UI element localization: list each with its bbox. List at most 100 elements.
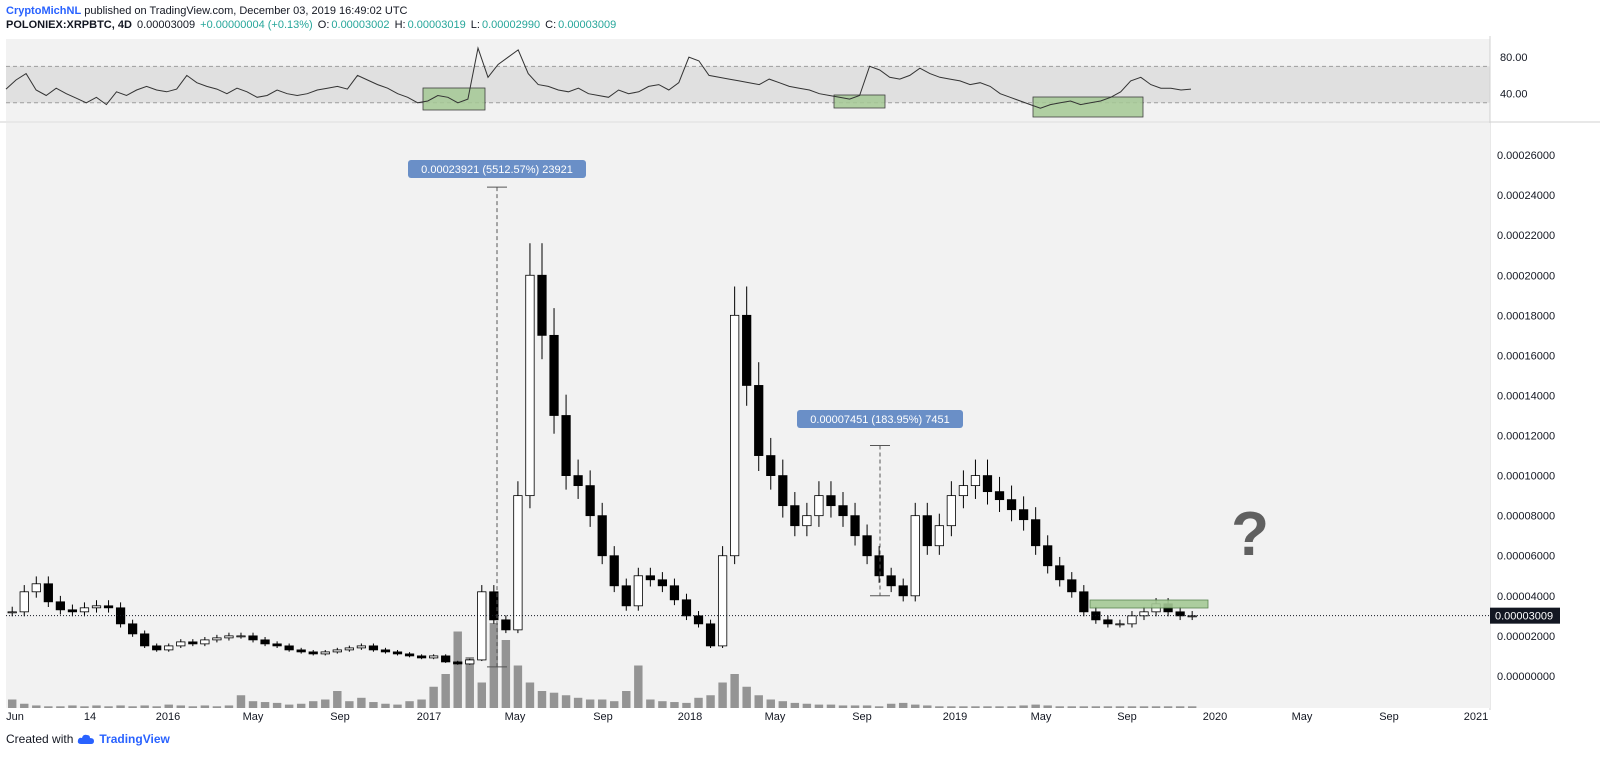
volume-bar [694, 697, 703, 708]
volume-bar [959, 706, 968, 708]
volume-bar [20, 703, 29, 708]
measure-label-bg [797, 410, 963, 428]
created-with-text: Created with [6, 732, 74, 746]
tradingview-brand[interactable]: TradingView [99, 732, 170, 746]
symbol-label[interactable]: POLONIEX:XRPBTC, 4D [6, 19, 132, 31]
author-link[interactable]: CryptoMichNL [6, 5, 82, 17]
candle-body [380, 649, 391, 653]
volume-bar [838, 705, 848, 708]
rsi-highlight-box [1032, 96, 1144, 118]
price-tick-label: 0.00006000 [1497, 551, 1555, 563]
candle-body [561, 415, 571, 477]
volume-bar [1163, 706, 1173, 708]
time-tick-label: 2019 [943, 711, 967, 723]
candle-body [248, 635, 258, 641]
candle-body [1175, 611, 1185, 617]
volume-bar [766, 699, 775, 708]
candle-body [657, 579, 668, 587]
measure-label: 0.00023921 (5512.57%) 23921 [421, 164, 573, 176]
open-value: 0.00003002 [331, 19, 390, 31]
volume-bar [1043, 705, 1052, 708]
main-pane [6, 123, 1490, 708]
price-tick-label: 0.00024000 [1497, 190, 1555, 202]
candle-body [730, 314, 740, 557]
candle-body [416, 655, 427, 659]
published-text: published on TradingView.com, December 0… [84, 5, 408, 17]
candle-body [778, 475, 788, 507]
volume-bar [477, 682, 487, 708]
candle-body [754, 385, 764, 456]
candle-body [1115, 623, 1125, 626]
candle-body [946, 495, 956, 527]
candle-body [103, 605, 114, 609]
close-value: 0.00003009 [558, 19, 617, 31]
volume-bar [116, 705, 125, 708]
volume-bar [236, 695, 246, 708]
volume-bar [1175, 706, 1185, 708]
question-mark: ? [1231, 500, 1269, 569]
volume-bar [140, 705, 149, 708]
candle-body [441, 655, 451, 663]
volume-bar [802, 703, 812, 708]
volume-bar [995, 706, 1004, 708]
candle-body [645, 575, 655, 581]
candle-body [790, 505, 800, 527]
price-tick-label: 0.00014000 [1497, 390, 1555, 402]
volume-bar [465, 657, 474, 708]
time-tick-label: Sep [1379, 711, 1399, 723]
candle-body [597, 515, 607, 557]
candle-body [224, 635, 234, 639]
volume-bar [501, 640, 511, 708]
annotations: 0.00023921 (5512.57%) 23921 0.00007451 (1… [408, 160, 963, 668]
price-axis: 0.00026000 0.00024000 0.00022000 0.00020000… [1497, 150, 1555, 683]
volume-bar [429, 686, 438, 708]
time-tick-label: 2016 [156, 711, 180, 723]
candle-body [164, 645, 174, 651]
candle-body [140, 633, 150, 647]
candle-body [1018, 509, 1029, 521]
candle-body [344, 647, 354, 651]
volume-bar [778, 701, 788, 708]
candle-body [898, 585, 908, 597]
candle-body [31, 583, 41, 593]
volume-bar [8, 699, 17, 708]
volume-bar [1151, 706, 1161, 708]
price-tick-label: 0.00012000 [1497, 431, 1555, 443]
volume-bar [489, 623, 499, 708]
current-price-bg [1490, 607, 1560, 624]
volume-bar [898, 702, 908, 708]
rsi-tick-label: 80.00 [1500, 52, 1528, 64]
volume-bar [670, 702, 679, 708]
publish-line: CryptoMichNL published on TradingView.co… [6, 4, 618, 18]
volume-bar [826, 704, 836, 708]
candle-body [970, 475, 981, 487]
volume-bar [1079, 706, 1089, 708]
volume-bar [321, 699, 330, 708]
volume-bar [212, 706, 222, 708]
time-axis: Jun 14 2016 May Sep 2017 May Sep 2018 May Sep 2019 M… [6, 711, 1488, 723]
time-tick-label: May [765, 711, 786, 723]
time-tick-label: May [1292, 711, 1313, 723]
volume-bar [309, 701, 318, 708]
price-tick-label: 0.00022000 [1497, 230, 1555, 242]
measure-label: 0.00007451 (183.95%) 7451 [810, 414, 949, 426]
time-tick-label: 2021 [1464, 711, 1488, 723]
candle-body [669, 585, 680, 601]
candle-body [1127, 615, 1137, 625]
volume-bars [8, 623, 1197, 708]
price-tick-label: 0.00000000 [1497, 671, 1555, 683]
price-tick-label: 0.00008000 [1497, 511, 1555, 523]
volume-bar [1031, 704, 1040, 708]
candle-body [188, 641, 198, 645]
candle-body [994, 491, 1005, 501]
volume-bar [369, 702, 378, 708]
low-label: L: [470, 19, 480, 31]
volume-bar [850, 705, 860, 708]
support-box [1089, 599, 1209, 609]
candle-body [573, 475, 583, 487]
volume-bar [333, 691, 342, 708]
candle-body [717, 555, 728, 647]
price-tick-label: 0.00020000 [1497, 270, 1555, 282]
